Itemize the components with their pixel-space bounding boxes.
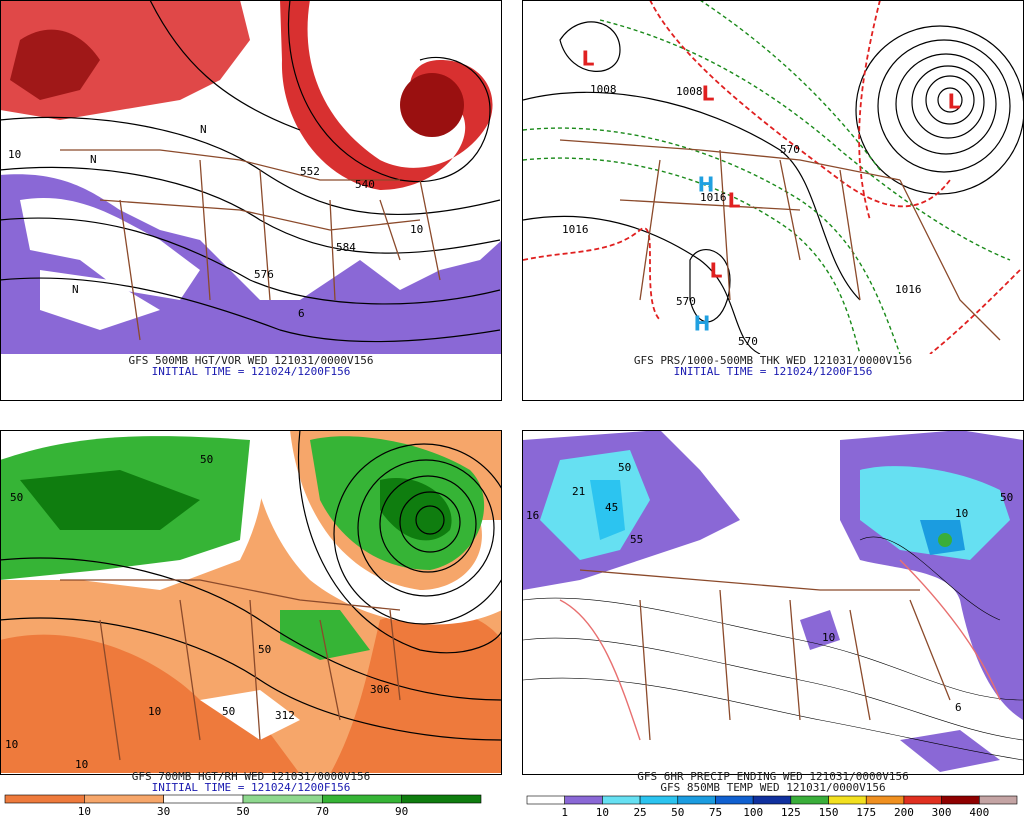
colorbar-label: 125 bbox=[781, 806, 801, 819]
caption: GFS 700MB HGT/RH WED 121031/0000V156 bbox=[132, 770, 370, 783]
map-label: N bbox=[200, 123, 207, 136]
colorbar-label: 10 bbox=[596, 806, 609, 819]
panel-700mb: 50 50 50 50 306 312 10 10 10 GFS 700MB H… bbox=[0, 430, 502, 818]
colorbar: 1 10 25 50 75 100 125 150 175 200 300 400 bbox=[526, 795, 1018, 819]
map-label: 10 bbox=[410, 223, 423, 236]
colorbar-box bbox=[401, 794, 482, 804]
map-label: 552 bbox=[300, 165, 320, 178]
panel-500mb: 552 576 584 N N N 10 10 540 6 GFS 500MB … bbox=[0, 0, 502, 401]
caption: GFS 500MB HGT/VOR WED 121031/0000V156 bbox=[128, 354, 373, 367]
colorbar-box bbox=[322, 794, 402, 804]
colorbar-box bbox=[903, 795, 942, 805]
map-label: 10 bbox=[148, 705, 161, 718]
map-label: 312 bbox=[275, 709, 295, 722]
subcaption: GFS 850MB TEMP WED 121031/0000V156 bbox=[660, 781, 885, 794]
low-marker: L bbox=[948, 90, 961, 114]
map-label: 306 bbox=[370, 683, 390, 696]
map-label: 6 bbox=[298, 307, 305, 320]
low-marker: L bbox=[710, 259, 723, 283]
colorbar-label: 25 bbox=[633, 806, 646, 819]
colorbar-label: 200 bbox=[894, 806, 914, 819]
colorbar-box bbox=[979, 795, 1018, 805]
map-label: 10 bbox=[5, 738, 18, 751]
map-label: N bbox=[72, 283, 79, 296]
caption: GFS 6HR PRECIP ENDING WED 121031/0000V15… bbox=[637, 770, 909, 783]
colorbar-label: 300 bbox=[932, 806, 952, 819]
map-label: 10 bbox=[955, 507, 968, 520]
map-label: 1008 bbox=[676, 85, 703, 98]
map-label: 1016 bbox=[700, 191, 727, 204]
colorbar-box bbox=[602, 795, 641, 805]
map-label: 6 bbox=[955, 701, 962, 714]
map-label: 21 bbox=[572, 485, 585, 498]
map-label: N bbox=[90, 153, 97, 166]
colorbar-label: 30 bbox=[157, 805, 170, 818]
colorbar-box bbox=[677, 795, 716, 805]
map-label: 1016 bbox=[895, 283, 922, 296]
map-label: 16 bbox=[526, 509, 539, 522]
map-label: 570 bbox=[780, 143, 800, 156]
map-label: 570 bbox=[676, 295, 696, 308]
map-label: 570 bbox=[738, 335, 758, 348]
map-label: 540 bbox=[355, 178, 375, 191]
colorbar-box bbox=[941, 795, 980, 805]
map-label: 45 bbox=[605, 501, 618, 514]
colorbar-label: 1 bbox=[561, 806, 568, 819]
map-label: 50 bbox=[1000, 491, 1013, 504]
colorbar: 10 30 50 70 90 bbox=[4, 794, 482, 818]
colorbar-label: 75 bbox=[709, 806, 722, 819]
colorbar-label: 90 bbox=[395, 805, 408, 818]
subcaption: INITIAL TIME = 121024/1200F156 bbox=[674, 365, 873, 378]
map-label: 50 bbox=[618, 461, 631, 474]
colorbar-label: 50 bbox=[671, 806, 684, 819]
colorbar-box bbox=[715, 795, 754, 805]
colorbar-box bbox=[865, 795, 905, 805]
map-label: 576 bbox=[254, 268, 274, 281]
colorbar-box bbox=[790, 795, 829, 805]
colorbar-box bbox=[828, 795, 867, 805]
low-marker: L bbox=[702, 82, 715, 106]
colorbar-box bbox=[84, 794, 164, 804]
map-label: 10 bbox=[75, 758, 88, 771]
low-marker: L bbox=[582, 47, 595, 71]
map-label: 1016 bbox=[562, 223, 589, 236]
high-marker: H bbox=[694, 312, 711, 336]
subcaption: INITIAL TIME = 121024/1200F156 bbox=[152, 781, 351, 794]
map-label: 50 bbox=[222, 705, 235, 718]
panel-pressure: L L L L L H H 1016 1016 1008 1008 1016 5… bbox=[522, 0, 1024, 401]
high-marker: H bbox=[698, 173, 715, 197]
map-label: 55 bbox=[630, 533, 643, 546]
panel-precip: 21 45 50 55 16 10 6 50 10 GFS 6HR PRECIP… bbox=[522, 430, 1024, 819]
colorbar-box bbox=[564, 795, 603, 805]
colorbar-label: 50 bbox=[236, 805, 249, 818]
map-label: 50 bbox=[200, 453, 213, 466]
colorbar-box bbox=[4, 794, 85, 804]
map-label: 50 bbox=[258, 643, 271, 656]
colorbar-box bbox=[526, 795, 565, 805]
colorbar-label: 150 bbox=[819, 806, 839, 819]
map-label: 10 bbox=[822, 631, 835, 644]
colorbar-label: 10 bbox=[78, 805, 91, 818]
map-label: 50 bbox=[10, 491, 23, 504]
low-marker: L bbox=[728, 189, 741, 213]
map-label: 1008 bbox=[590, 83, 617, 96]
map-label: 10 bbox=[8, 148, 21, 161]
colorbar-box bbox=[163, 794, 244, 804]
colorbar-box bbox=[752, 795, 792, 805]
subcaption: INITIAL TIME = 121024/1200F156 bbox=[152, 365, 351, 378]
colorbar-box bbox=[242, 794, 323, 804]
colorbar-label: 400 bbox=[969, 806, 989, 819]
colorbar-box bbox=[639, 795, 679, 805]
caption: GFS PRS/1000-500MB THK WED 121031/0000V1… bbox=[634, 354, 912, 367]
colorbar-label: 175 bbox=[856, 806, 876, 819]
colorbar-label: 70 bbox=[316, 805, 329, 818]
colorbar-label: 100 bbox=[743, 806, 763, 819]
map-label: 584 bbox=[336, 241, 356, 254]
